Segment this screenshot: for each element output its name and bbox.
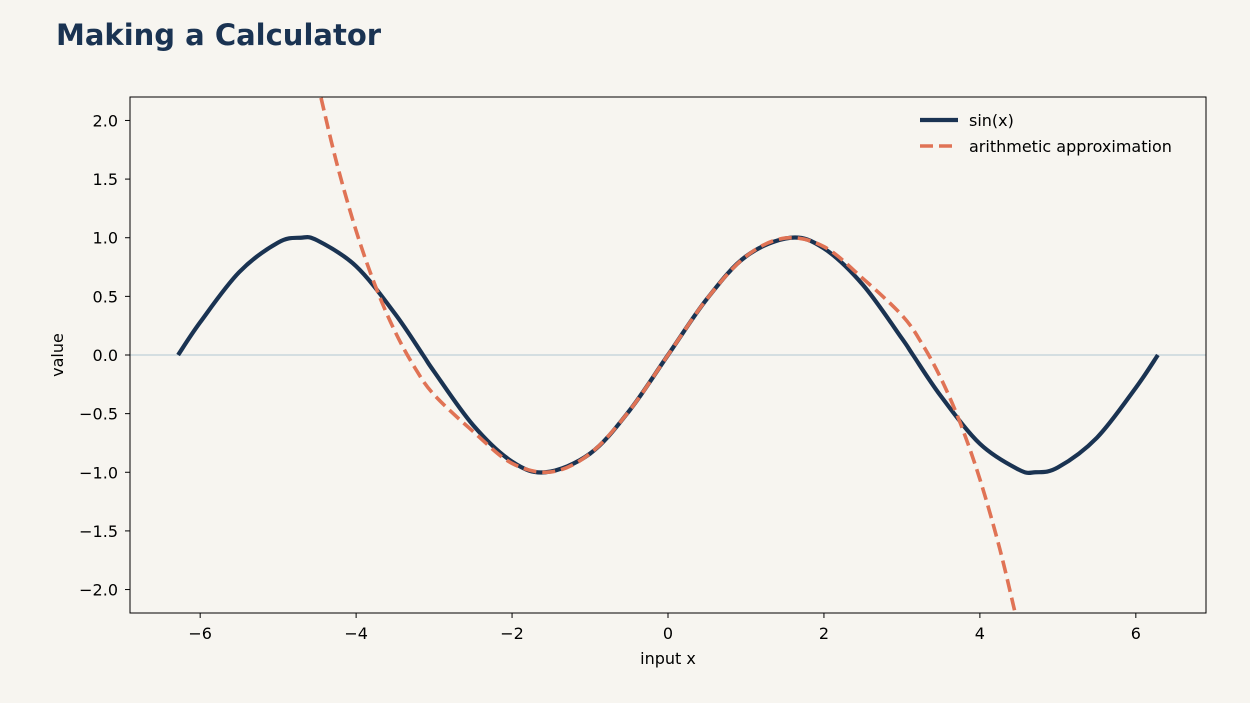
y-tick-label: 0.5 <box>93 287 118 306</box>
y-tick-label: 0.0 <box>93 346 118 365</box>
approximation-series-line <box>319 97 1017 613</box>
y-axis-label: value <box>48 333 67 377</box>
legend: sin(x) arithmetic approximation <box>920 111 1172 156</box>
y-tick-label: 1.5 <box>93 170 118 189</box>
legend-label: arithmetic approximation <box>969 137 1172 156</box>
x-axis-label: input x <box>640 649 696 668</box>
x-tick-label: 0 <box>663 624 673 643</box>
x-tick-label: 6 <box>1131 624 1141 643</box>
y-tick-label: 2.0 <box>93 111 118 130</box>
y-tick-label: −1.0 <box>79 463 118 482</box>
y-tick-label: 1.0 <box>93 229 118 248</box>
page-title: Making a Calculator <box>56 18 382 52</box>
x-tick-label: −2 <box>500 624 524 643</box>
x-tick-label: 4 <box>975 624 985 643</box>
y-tick-label: −2.0 <box>79 581 118 600</box>
y-tick-label: −1.5 <box>79 522 118 541</box>
legend-label: sin(x) <box>969 111 1014 130</box>
y-tick-label: −0.5 <box>79 405 118 424</box>
x-tick-label: −4 <box>344 624 368 643</box>
x-tick-label: 2 <box>819 624 829 643</box>
x-tick-label: −6 <box>188 624 212 643</box>
